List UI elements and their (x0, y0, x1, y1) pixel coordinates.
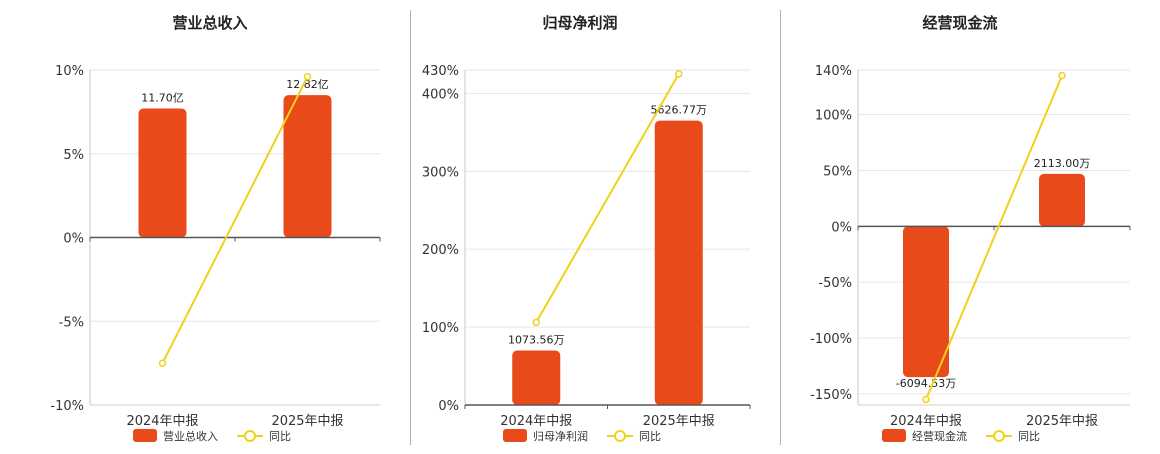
chart-2: 归母净利润 430% 400% 300% 200% 100% 0% 1073.56万 5626.… (422, 14, 751, 443)
legend-line-marker (993, 430, 1005, 442)
chart-title: 归母净利润 (542, 14, 617, 32)
bar (283, 95, 332, 238)
bar-data-label: 5626.77万 (651, 104, 708, 117)
bar-data-label: 11.70亿 (141, 92, 184, 105)
legend-bar-swatch (882, 429, 906, 442)
chart-3: 经营现金流 140% 100% 50% 0% -50% -100% -150% -6094.53… (810, 14, 1131, 443)
legend-line-label: 同比 (639, 430, 661, 443)
x-category-label: 2024年中报 (126, 414, 198, 429)
x-category-label: 2025年中报 (1026, 414, 1098, 429)
yoy-point (303, 72, 312, 81)
y-tick-label: 200% (422, 243, 459, 258)
bar-data-label: -6094.53万 (896, 377, 956, 390)
y-tick-label: 400% (422, 87, 459, 102)
x-category-label: 2025年中报 (271, 414, 343, 429)
y-tick-label: 140% (815, 64, 852, 79)
legend-bar-swatch (503, 429, 527, 442)
yoy-line (925, 75, 1063, 400)
yoy-point (675, 70, 683, 78)
chart-title: 营业总收入 (172, 14, 247, 32)
y-tick-label: 50% (823, 165, 852, 180)
yoy-point (532, 318, 540, 327)
legend-line-marker (614, 430, 626, 442)
bar (654, 120, 703, 406)
yoy-line (161, 76, 309, 364)
yoy-line (535, 73, 680, 323)
panel-divider-1 (410, 10, 411, 445)
yoy-point (158, 359, 167, 367)
y-tick-label: 0% (438, 399, 459, 414)
bar (512, 350, 561, 405)
yoy-point (922, 395, 930, 404)
x-category-label: 2025年中报 (643, 414, 715, 429)
y-tick-label: -10% (50, 399, 84, 414)
y-tick-label: -150% (810, 388, 852, 403)
legend-bar-swatch (133, 429, 157, 442)
y-tick-label: 300% (422, 165, 459, 180)
legend-line-marker (244, 430, 256, 442)
legend-line-label: 同比 (1018, 430, 1040, 443)
panel-divider-2 (780, 10, 781, 445)
bar (903, 226, 949, 378)
legend-bar-label: 经营现金流 (912, 429, 967, 443)
chart-title: 经营现金流 (922, 14, 997, 32)
y-tick-label: 100% (815, 109, 852, 124)
bar-data-label: 1073.56万 (508, 333, 565, 346)
y-tick-label: 5% (63, 148, 84, 163)
bar-data-label: 12.82亿 (286, 78, 329, 91)
legend-line-label: 同比 (269, 430, 291, 443)
y-tick-label: -5% (59, 315, 84, 330)
legend-bar-label: 营业总收入 (163, 429, 218, 443)
chart-1: 营业总收入 10% 5% 0% -5% -10% 11.70亿 12.82亿 2024年中报 20… (50, 14, 381, 443)
bar (1039, 173, 1085, 227)
bar-data-label: 2113.00万 (1034, 157, 1091, 170)
x-category-label: 2024年中报 (890, 414, 962, 429)
y-tick-label: 0% (831, 220, 852, 235)
y-tick-label: 430% (422, 64, 459, 79)
y-tick-label: -50% (818, 276, 852, 291)
y-tick-label: 0% (63, 232, 84, 247)
legend-bar-label: 归母净利润 (533, 429, 588, 443)
y-tick-label: -100% (810, 332, 852, 347)
yoy-point (1058, 71, 1066, 80)
bar (138, 108, 187, 238)
x-category-label: 2024年中报 (500, 414, 572, 429)
y-tick-label: 10% (55, 64, 84, 79)
y-tick-label: 100% (422, 321, 459, 336)
